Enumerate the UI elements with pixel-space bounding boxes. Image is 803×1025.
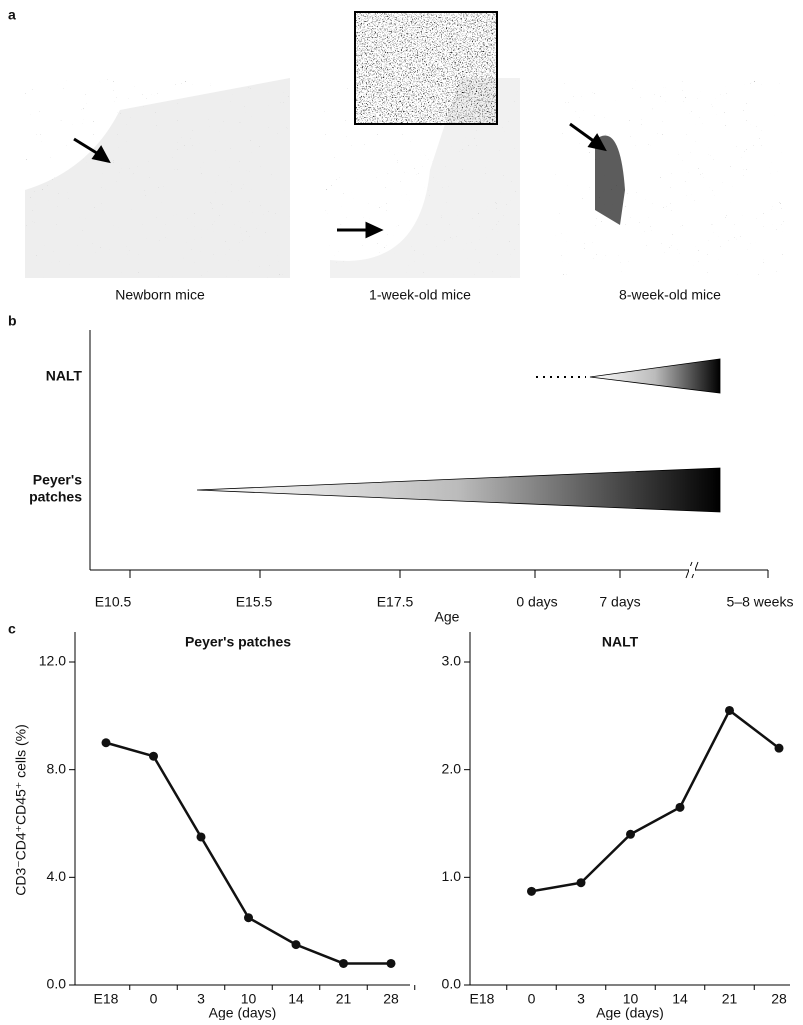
data-point bbox=[387, 959, 396, 968]
y-tick-label: 2.0 bbox=[442, 760, 462, 776]
timeline-tick: 0 days bbox=[516, 594, 557, 610]
timeline-tick: 7 days bbox=[599, 594, 640, 610]
timeline-tick: E15.5 bbox=[236, 594, 273, 610]
chart-title: Peyer's patches bbox=[185, 634, 291, 650]
page: {"panel_labels":["a","b","c"], "panel_a"… bbox=[0, 0, 803, 1025]
timeline-axis-label: Age bbox=[435, 609, 460, 625]
data-point bbox=[626, 830, 635, 839]
chart-title: NALT bbox=[602, 634, 639, 650]
x-axis-label: Age (days) bbox=[596, 1005, 664, 1020]
row-label: NALT bbox=[46, 368, 83, 384]
y-tick-label: 4.0 bbox=[47, 868, 67, 884]
y-axis-label: CD3⁻CD4⁺CD45⁺ cells (%) bbox=[13, 724, 29, 896]
x-tick-label: E18 bbox=[94, 991, 119, 1007]
timeline bbox=[90, 330, 768, 578]
data-point bbox=[577, 878, 586, 887]
panel-label: c bbox=[8, 621, 16, 637]
row-label: patches bbox=[29, 489, 82, 505]
timeline-tick: E17.5 bbox=[377, 594, 414, 610]
x-tick-label: 0 bbox=[150, 991, 158, 1007]
figure: a Newborn mice 1-week-old mice 8-week-ol… bbox=[0, 0, 803, 1020]
panel-label: a bbox=[8, 7, 16, 23]
data-point bbox=[775, 744, 784, 753]
x-tick-label: 3 bbox=[197, 991, 205, 1007]
y-tick-label: 8.0 bbox=[47, 760, 67, 776]
micrograph-images bbox=[25, 12, 785, 278]
data-line bbox=[532, 710, 780, 891]
timeline-tick: E10.5 bbox=[95, 594, 132, 610]
data-point bbox=[676, 803, 685, 812]
image-caption: 1-week-old mice bbox=[369, 287, 471, 303]
y-tick-label: 0.0 bbox=[47, 976, 67, 992]
x-tick-label: 0 bbox=[528, 991, 536, 1007]
data-point bbox=[725, 706, 734, 715]
x-tick-label: 21 bbox=[336, 991, 352, 1007]
data-point bbox=[339, 959, 348, 968]
data-point bbox=[149, 752, 158, 761]
x-tick-label: 21 bbox=[722, 991, 738, 1007]
row-label: Peyer's bbox=[33, 472, 82, 488]
image-caption: Newborn mice bbox=[115, 287, 205, 303]
data-point bbox=[244, 913, 253, 922]
data-point bbox=[527, 887, 536, 896]
x-tick-label: 3 bbox=[577, 991, 585, 1007]
data-point bbox=[197, 832, 206, 841]
x-tick-label: E18 bbox=[470, 991, 495, 1007]
data-point bbox=[292, 940, 301, 949]
image-caption: 8-week-old mice bbox=[619, 287, 721, 303]
data-point bbox=[102, 738, 111, 747]
x-tick-label: 14 bbox=[672, 991, 688, 1007]
timeline-tick: 5–8 weeks bbox=[727, 594, 794, 610]
x-tick-label: 14 bbox=[288, 991, 304, 1007]
x-tick-label: 28 bbox=[383, 991, 399, 1007]
x-axis-label: Age (days) bbox=[209, 1005, 277, 1020]
x-tick-label: 28 bbox=[771, 991, 787, 1007]
y-tick-label: 1.0 bbox=[442, 868, 462, 884]
y-tick-label: 12.0 bbox=[39, 653, 66, 669]
y-tick-label: 0.0 bbox=[442, 976, 462, 992]
y-tick-label: 3.0 bbox=[442, 653, 462, 669]
data-line bbox=[106, 743, 391, 964]
panel-label: b bbox=[8, 313, 17, 329]
